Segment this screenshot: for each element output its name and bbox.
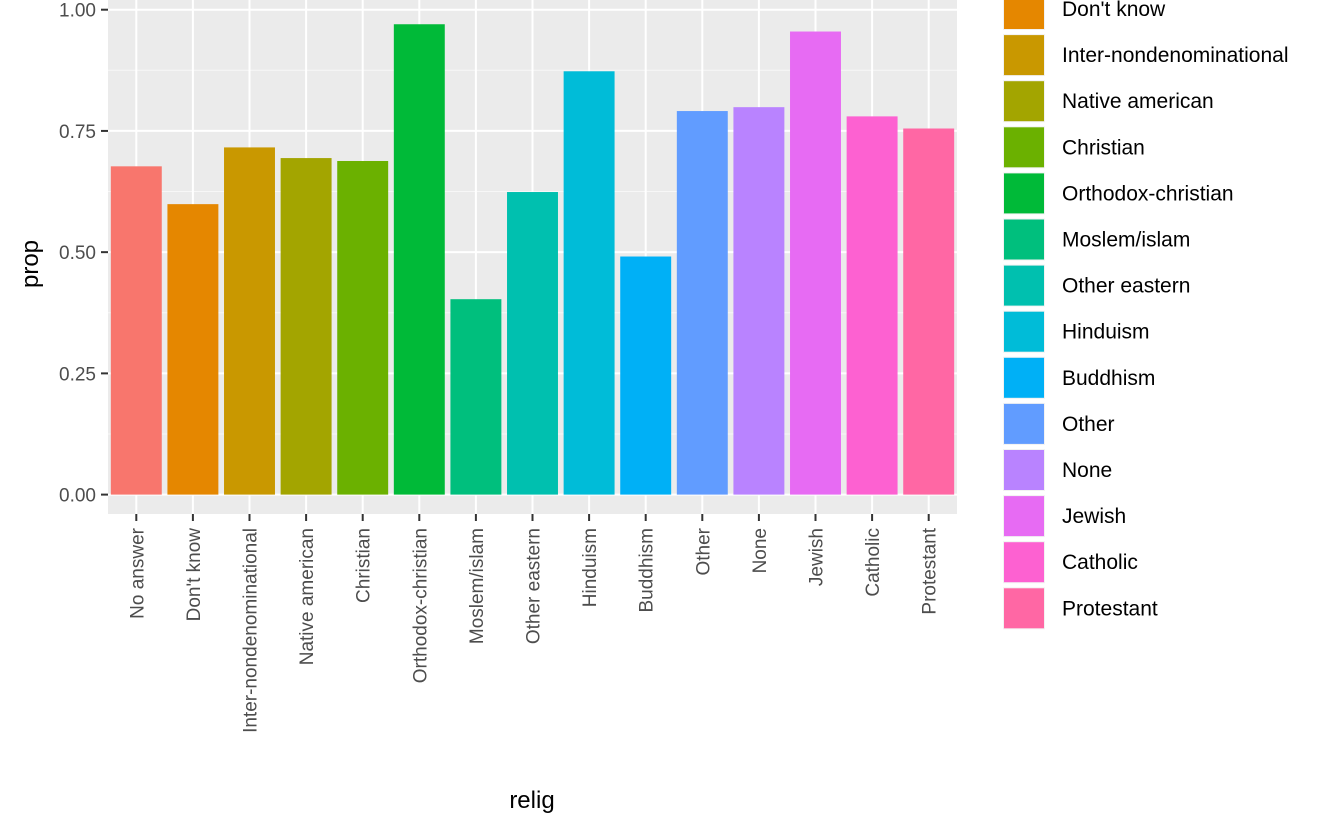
legend-key	[1004, 357, 1044, 398]
bar	[110, 166, 162, 495]
y-axis: 0.00 0.25 0.50 0.75 1.00	[59, 1, 108, 507]
bar	[393, 24, 445, 495]
bar	[337, 160, 389, 495]
legend-label: Catholic	[1062, 551, 1138, 574]
legend-key	[1004, 219, 1044, 260]
legend-label: Orthodox-christian	[1062, 182, 1234, 205]
y-tick-label: 0.25	[59, 364, 96, 385]
x-tick-label: None	[750, 528, 771, 573]
legend-label: Native american	[1062, 90, 1214, 113]
bars	[110, 24, 955, 495]
legend-key	[1004, 542, 1044, 583]
x-tick-label: Jewish	[807, 528, 828, 586]
legend-label: Christian	[1062, 136, 1145, 159]
bar	[450, 299, 502, 495]
y-tick-label: 0.50	[59, 243, 96, 264]
x-tick-label: Buddhism	[637, 528, 658, 613]
legend-key	[1004, 0, 1044, 29]
x-tick-label: Moslem/islam	[467, 528, 488, 644]
x-tick-label: Other	[693, 527, 714, 575]
x-tick-label: Christian	[354, 528, 375, 603]
legend-key	[1004, 35, 1044, 76]
legend-key	[1004, 450, 1044, 490]
legend-label: Hinduism	[1062, 321, 1150, 344]
legend-key	[1004, 127, 1044, 168]
legend-key	[1004, 588, 1044, 629]
x-tick-label: Orthodox-christian	[410, 528, 431, 683]
bar	[563, 71, 615, 495]
legend-label: Protestant	[1062, 597, 1158, 620]
y-tick-label: 0.00	[59, 486, 96, 507]
legend-key	[1004, 265, 1044, 306]
legend-key	[1004, 496, 1044, 537]
x-tick-label: No answer	[127, 527, 148, 618]
legend-key	[1004, 81, 1044, 122]
bar	[790, 31, 841, 495]
bar	[280, 158, 332, 495]
y-tick-label: 1.00	[59, 1, 96, 22]
y-tick-label: 0.75	[59, 122, 96, 143]
x-tick-label: Don't know	[184, 528, 205, 622]
legend-key	[1004, 311, 1044, 352]
legend-key	[1004, 403, 1044, 444]
bar	[846, 116, 898, 495]
bar	[507, 192, 558, 495]
x-axis-title: relig	[509, 787, 554, 814]
bar	[903, 128, 955, 495]
x-axis: No answer Don't know Inter-nondenomination…	[127, 514, 941, 733]
legend-label: None	[1062, 459, 1112, 482]
legend-key	[1004, 173, 1044, 214]
legend-label: Moslem/islam	[1062, 229, 1190, 252]
legend-label: Jewish	[1062, 505, 1126, 528]
legend-label: Other eastern	[1062, 275, 1190, 298]
x-tick-label: Catholic	[863, 528, 884, 597]
bar	[620, 256, 672, 495]
x-tick-label: Protestant	[920, 527, 941, 614]
x-tick-label: Other eastern	[524, 528, 545, 644]
bar	[733, 107, 785, 495]
x-tick-label: Native american	[297, 528, 318, 665]
legend-label: Don't know	[1062, 0, 1166, 21]
bar	[224, 147, 275, 495]
x-tick-label: Inter-nondenominational	[241, 528, 262, 733]
y-axis-title: prop	[17, 240, 44, 288]
bar	[676, 111, 728, 495]
legend: Don't know Inter-nondenominational Native …	[1003, 0, 1289, 630]
legend-label: Buddhism	[1062, 367, 1155, 390]
x-tick-label: Hinduism	[580, 528, 601, 607]
legend-label: Inter-nondenominational	[1062, 44, 1289, 67]
bar	[167, 204, 219, 495]
legend-label: Other	[1062, 413, 1115, 436]
